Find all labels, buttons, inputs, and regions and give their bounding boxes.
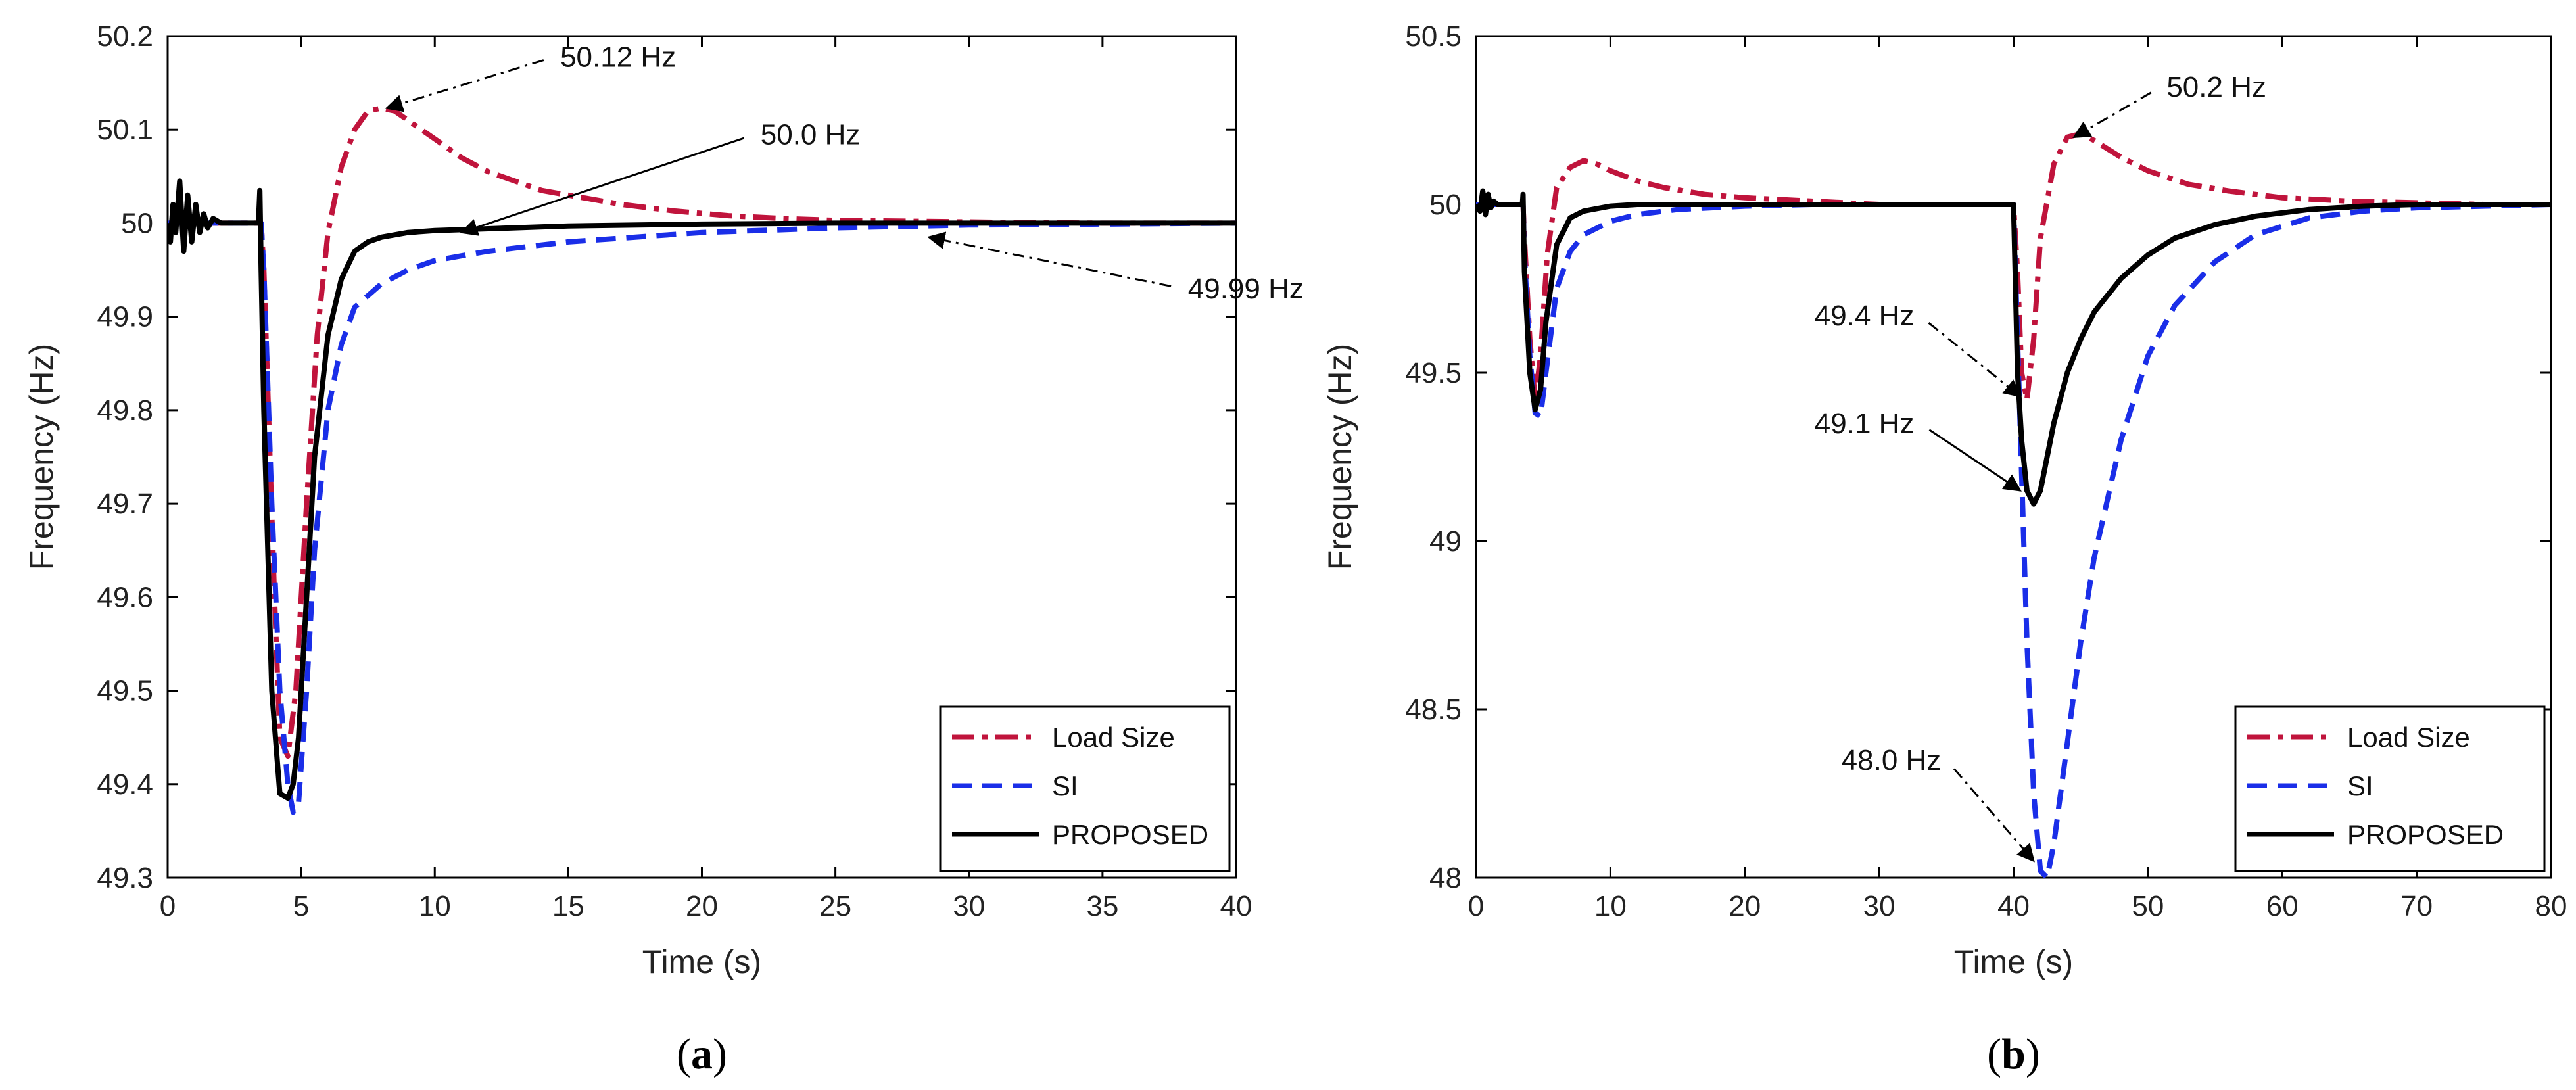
annotation-arrow <box>2072 91 2152 138</box>
y-axis-title: Frequency (Hz) <box>23 344 60 571</box>
legend-label-load-size: Load Size <box>1052 722 1175 753</box>
x-tick-label: 80 <box>2535 890 2567 922</box>
series-group <box>168 105 1236 815</box>
y-tick-label: 49.9 <box>97 301 153 333</box>
legend-label-load-size: Load Size <box>2347 722 2470 753</box>
y-tick-label: 49 <box>1429 525 1462 557</box>
x-tick-label: 30 <box>1863 890 1896 922</box>
y-axis-title: Frequency (Hz) <box>1322 344 1358 571</box>
y-tick-label: 50.1 <box>97 114 153 146</box>
annotation-label: 50.2 Hz <box>2166 71 2266 103</box>
annotation-arrow <box>385 59 544 112</box>
series-line-load-size <box>1476 131 2551 402</box>
y-tick-label: 49.5 <box>1405 357 1462 389</box>
legend-label-si: SI <box>1052 770 1078 801</box>
series-group <box>1476 131 2551 878</box>
y-tick-label: 49.3 <box>97 862 153 894</box>
y-tick-label: 48 <box>1429 862 1462 894</box>
annotation-arrow <box>1953 768 2035 863</box>
legend-box <box>939 705 1231 872</box>
series-line-proposed <box>1476 188 2551 507</box>
y-tick-label: 50.2 <box>97 20 153 53</box>
x-tick-label: 50 <box>2132 890 2164 922</box>
y-tick-label: 50 <box>1429 189 1462 221</box>
chart-panel-a: 0 5 10 15 20 25 30 35 40 49.3 49.4 49.5 49.6 49.7 49.8… <box>23 20 1304 1078</box>
annotation-label: 50.0 Hz <box>761 118 861 151</box>
series-line-si <box>168 220 1236 815</box>
x-tick-label: 10 <box>1594 890 1627 922</box>
x-tick-label: 0 <box>1468 890 1484 922</box>
y-tick-label: 49.8 <box>97 394 153 427</box>
annotation-arrow <box>460 137 745 236</box>
chart-panel-b: 0 10 20 30 40 50 60 70 80 48 48.5 49 49.5 50 50.5 Time … <box>1322 20 2567 1078</box>
annotation-arrow <box>1928 322 2022 398</box>
x-tick-label: 20 <box>686 890 718 922</box>
annotation-label: 48.0 Hz <box>1842 744 1942 776</box>
x-tick-label: 40 <box>1997 890 2030 922</box>
x-tick-label: 60 <box>2266 890 2299 922</box>
legend-label-proposed: PROPOSED <box>1052 819 1208 850</box>
x-tick-label: 15 <box>552 890 584 922</box>
y-tick-label: 49.7 <box>97 488 153 520</box>
x-axis-title: Time (s) <box>1954 943 2073 980</box>
y-tick-label: 49.6 <box>97 581 153 613</box>
x-tick-label: 35 <box>1086 890 1118 922</box>
annotation-label: 49.1 Hz <box>1815 408 1915 440</box>
y-tick-label: 48.5 <box>1405 694 1462 726</box>
x-tick-label: 40 <box>1220 890 1252 922</box>
x-tick-label: 30 <box>953 890 985 922</box>
y-tick-label: 49.4 <box>97 769 153 801</box>
panel-label: (b) <box>1987 1030 2040 1078</box>
annotation-label: 49.4 Hz <box>1815 300 1915 332</box>
legend-label-si: SI <box>2347 770 2373 801</box>
x-tick-label: 70 <box>2400 890 2433 922</box>
y-tick-label: 49.5 <box>97 675 153 707</box>
legend: Load Size SI PROPOSED <box>939 705 1231 872</box>
series-line-load-size <box>168 105 1236 759</box>
x-tick-label: 25 <box>819 890 851 922</box>
y-tick-label: 50 <box>121 207 153 239</box>
legend: Load Size SI PROPOSED <box>2234 705 2546 872</box>
panel-label: (a) <box>677 1030 727 1078</box>
x-axis-title: Time (s) <box>642 943 761 980</box>
legend-label-proposed: PROPOSED <box>2347 819 2504 850</box>
x-tick-label: 20 <box>1729 890 1761 922</box>
legend-box <box>2234 705 2546 872</box>
x-tick-label: 10 <box>419 890 451 922</box>
annotation-arrow <box>1928 429 2022 492</box>
y-tick-label: 50.5 <box>1405 20 1462 53</box>
x-tick-label: 5 <box>293 890 309 922</box>
annotation-label: 49.99 Hz <box>1188 273 1304 305</box>
x-tick-label: 0 <box>160 890 176 922</box>
annotation-label: 50.12 Hz <box>560 41 676 73</box>
annotation-arrow <box>927 231 1172 287</box>
series-line-proposed <box>168 178 1236 801</box>
